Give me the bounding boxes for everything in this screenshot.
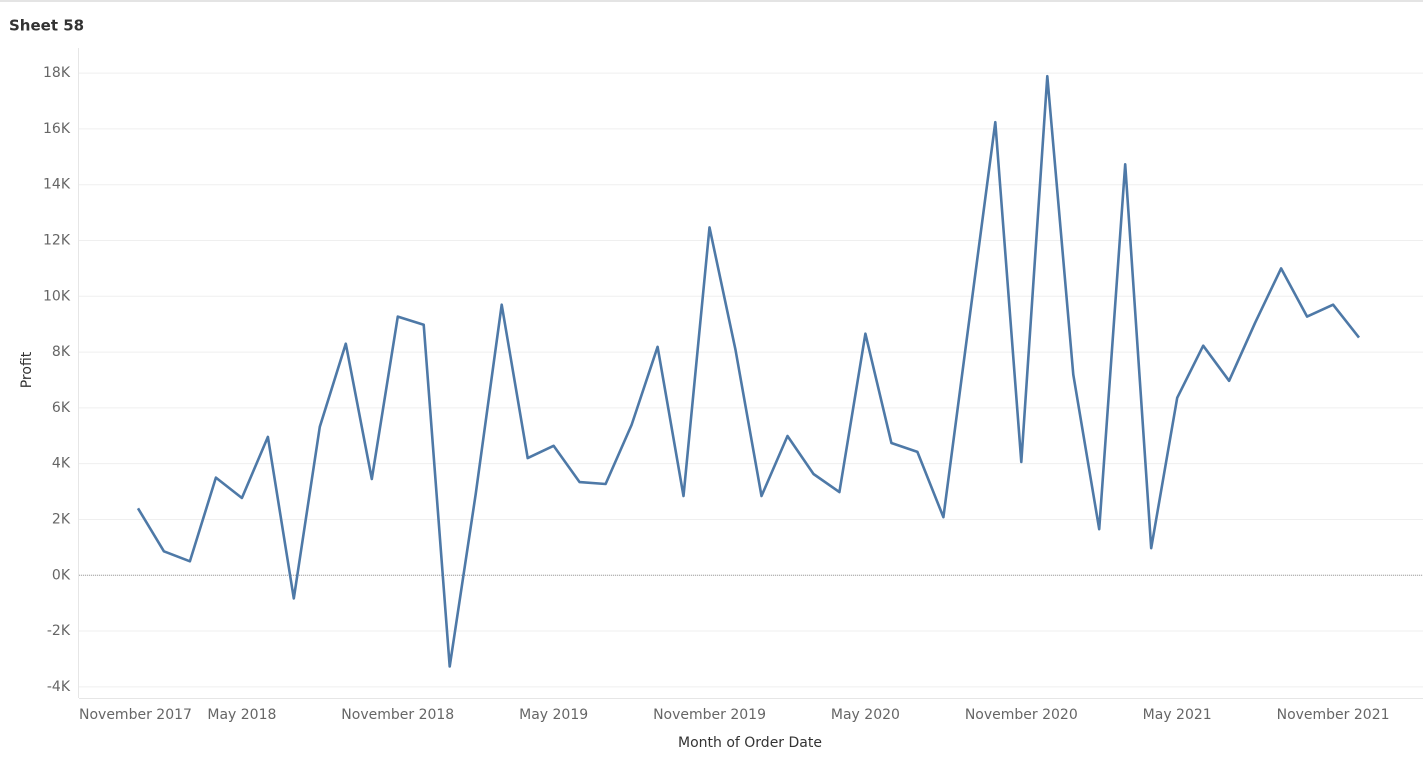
line-series (136, 74, 1361, 668)
x-tick-label: November 2017 (79, 707, 192, 723)
y-tick-label: 0K (52, 567, 71, 583)
x-tick-label: May 2021 (1143, 707, 1212, 723)
x-tick-label: May 2020 (831, 707, 900, 723)
y-tick-label: -2K (47, 623, 71, 639)
y-tick-label: 2K (52, 511, 71, 527)
x-tick-label: May 2018 (207, 707, 276, 723)
y-tick-label: 12K (43, 232, 71, 248)
y-tick-label: 16K (43, 121, 71, 137)
x-tick-label: November 2019 (653, 707, 766, 723)
y-axis-title: Profit (19, 351, 35, 388)
y-tick-label: 8K (52, 344, 71, 360)
x-axis-title: Month of Order Date (678, 735, 822, 751)
y-tick-label: 18K (43, 65, 71, 81)
x-tick-label: May 2019 (519, 707, 588, 723)
y-tick-label: -4K (47, 679, 71, 695)
x-tick-label: November 2020 (965, 707, 1078, 723)
y-tick-label: 6K (52, 400, 71, 416)
x-tick-label: November 2021 (1277, 707, 1390, 723)
chart-title: Sheet 58 (9, 17, 84, 35)
y-tick-label: 14K (43, 177, 71, 193)
y-tick-label: 4K (52, 456, 71, 472)
x-tick-label: November 2018 (341, 707, 454, 723)
y-tick-label: 10K (43, 288, 71, 304)
